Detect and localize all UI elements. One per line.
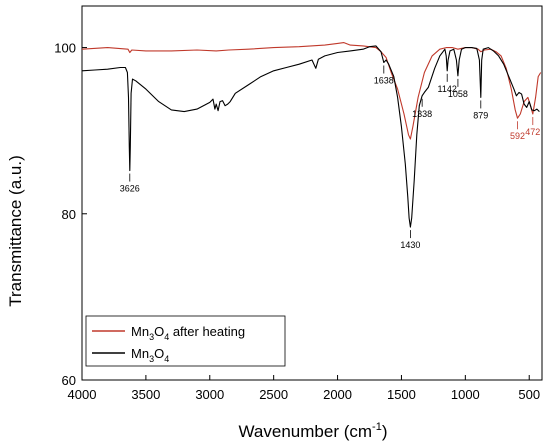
legend-label-after-heating: Mn3O4 after heating — [131, 324, 245, 342]
peak-label: 3626 — [120, 184, 140, 194]
x-axis-title: Wavenumber (cm-1) — [239, 421, 388, 441]
y-axis-title: Transmittance (a.u.) — [6, 155, 25, 306]
x-tick-label: 3500 — [131, 387, 160, 402]
y-tick-label: 100 — [54, 41, 76, 56]
legend: Mn3O4 after heating Mn3O4 — [85, 315, 286, 367]
peak-label: 1058 — [448, 89, 468, 99]
x-tick-label: 1000 — [451, 387, 480, 402]
legend-box — [85, 315, 286, 367]
x-tick-label: 1500 — [387, 387, 416, 402]
x-tick-label: 2500 — [259, 387, 288, 402]
x-tick-label: 500 — [518, 387, 540, 402]
y-axis-ticks: 60 80 100 — [54, 41, 87, 388]
x-axis-ticks: 4000 3500 3000 2500 2000 1500 1000 500 — [68, 375, 540, 402]
series-line-after-heating — [81, 42, 542, 140]
peak-label: 472 — [525, 127, 540, 137]
x-tick-label: 4000 — [68, 387, 97, 402]
x-axis-title-superscript: -1 — [372, 421, 382, 433]
peak-label: 592 — [510, 131, 525, 141]
peak-label: 879 — [473, 110, 488, 120]
peak-label: 1142 — [438, 84, 457, 94]
x-tick-label: 2000 — [323, 387, 352, 402]
legend-label-mn3o4: Mn3O4 — [131, 346, 169, 364]
series-layer — [81, 42, 542, 228]
peak-label: 1638 — [374, 76, 394, 86]
y-tick-label: 60 — [62, 373, 76, 388]
y-tick-label: 80 — [62, 207, 76, 222]
peak-label: 1338 — [412, 109, 432, 119]
peak-label: 1430 — [400, 240, 420, 250]
x-tick-label: 3000 — [195, 387, 224, 402]
series-line-mn3o4 — [81, 45, 540, 228]
plot-frame — [81, 5, 543, 381]
